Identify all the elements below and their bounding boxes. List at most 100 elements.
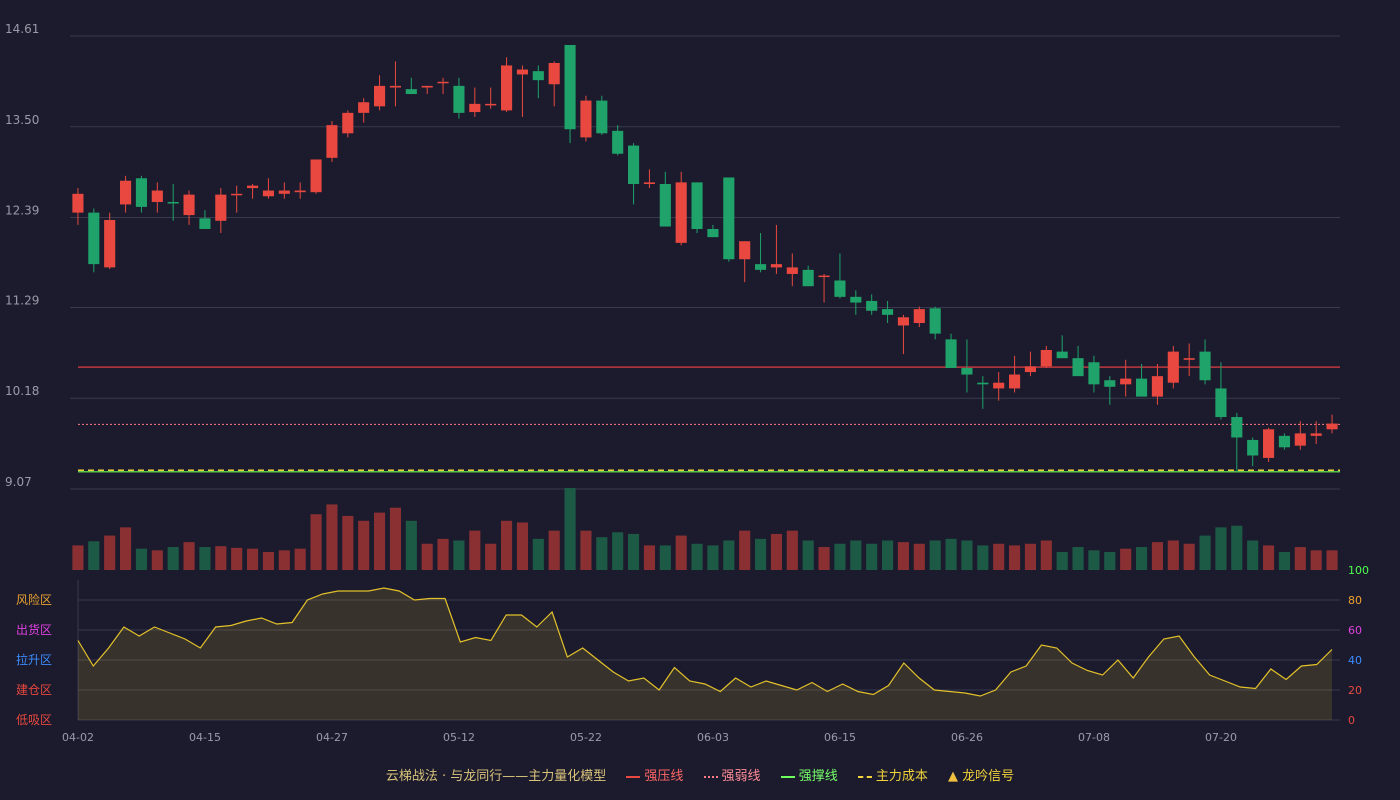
candle-body: [961, 367, 973, 375]
candle: [1278, 433, 1290, 450]
candle-body: [993, 382, 1005, 389]
candle-body: [310, 159, 322, 193]
candle: [1263, 427, 1275, 463]
candle-body: [1326, 423, 1338, 430]
candle: [516, 65, 528, 117]
legend-signal[interactable]: ▲ 龙吟信号: [948, 769, 1015, 784]
candle: [1040, 345, 1052, 368]
candle: [818, 273, 830, 303]
volume-bar: [1009, 545, 1021, 570]
candle-body: [485, 103, 497, 106]
candle: [993, 372, 1005, 401]
candle: [151, 182, 163, 213]
candle: [485, 87, 497, 109]
candle: [1199, 339, 1211, 385]
candle-body: [866, 300, 878, 311]
legend-main-cost[interactable]: 主力成本: [857, 765, 928, 784]
candle-body: [1151, 376, 1163, 397]
candle: [1056, 335, 1068, 359]
candle: [1151, 363, 1163, 405]
volume-bar: [310, 514, 322, 570]
volume-bar: [72, 545, 84, 570]
price-tick-label: 9.07: [5, 475, 32, 489]
candle-body: [834, 280, 846, 297]
grid-layer: [70, 35, 1340, 721]
candle: [532, 65, 544, 99]
candle: [659, 171, 671, 227]
volume-bar: [358, 520, 370, 570]
candle-body: [596, 100, 608, 134]
candle: [770, 224, 782, 274]
candle: [580, 95, 592, 142]
candle: [104, 212, 116, 270]
candle: [1215, 362, 1227, 420]
volume-bar: [850, 540, 862, 570]
candle-body: [897, 317, 909, 326]
candle-body: [548, 62, 560, 85]
candle: [501, 57, 513, 113]
axis-labels: 14.61 13.50 12.39 11.29 10.18 9.07 100 80 60 40 20…: [5, 22, 1369, 744]
candle-body: [342, 112, 354, 134]
volume-bar: [628, 533, 640, 570]
volume-bar: [1247, 540, 1259, 570]
volume-bar: [707, 545, 719, 570]
volume-bar: [675, 535, 687, 570]
candle: [326, 121, 338, 162]
indicator-tick-label: 40: [1348, 654, 1362, 667]
candle-body: [1199, 351, 1211, 381]
volume-bar: [755, 538, 767, 570]
candle: [1104, 376, 1116, 405]
volume-bar: [993, 543, 1005, 570]
volume-bar: [501, 520, 513, 570]
volume-bar: [897, 542, 909, 570]
legend: 云梯战法 · 与龙同行——主力量化模型 强压线 强弱线 强撑线 主力成本 ▲ 龙…: [0, 765, 1400, 784]
price-tick-label: 11.29: [5, 293, 39, 307]
volume-bar: [1215, 527, 1227, 570]
candle: [1167, 345, 1179, 389]
candle-body: [1294, 433, 1306, 446]
candle: [389, 61, 401, 107]
volume-bar: [469, 530, 481, 570]
candle: [1024, 351, 1036, 377]
candle-body: [262, 190, 274, 197]
volume-bar: [786, 530, 798, 570]
candle: [72, 188, 84, 225]
candle-body: [421, 85, 433, 88]
candle: [183, 190, 195, 225]
candle-body: [1231, 417, 1243, 438]
volume-bar: [1120, 548, 1132, 570]
candle-body: [977, 382, 989, 385]
candle-body: [564, 44, 576, 130]
candle-body: [199, 218, 211, 229]
candle: [1136, 363, 1148, 397]
price-tick-label: 13.50: [5, 113, 39, 127]
candle-body: [1215, 388, 1227, 418]
candle: [850, 290, 862, 315]
candle: [691, 182, 703, 234]
volume-bar: [405, 520, 417, 570]
candle: [1183, 343, 1195, 377]
volume-bar: [437, 538, 449, 570]
candle: [1072, 345, 1084, 377]
candle-body: [167, 201, 179, 204]
volume-bar: [262, 551, 274, 570]
candle: [135, 175, 147, 213]
legend-pressure[interactable]: 强压线: [626, 765, 683, 784]
candle: [628, 143, 640, 205]
volume-bar: [1056, 551, 1068, 570]
legend-weak[interactable]: 强弱线: [703, 765, 761, 784]
volume-bar: [1199, 535, 1211, 570]
candle-body: [469, 103, 481, 113]
candle: [612, 125, 624, 156]
candle: [421, 85, 433, 95]
candle-body: [326, 125, 338, 158]
volume-bar: [389, 507, 401, 570]
volume-bar: [1310, 550, 1322, 570]
x-tick-label: 04-27: [316, 731, 348, 744]
volume-bar: [882, 540, 894, 570]
volume-bar: [1104, 551, 1116, 570]
candle: [596, 95, 608, 135]
legend-support[interactable]: 强撑线: [780, 765, 838, 784]
candle: [231, 185, 243, 213]
candle-body: [755, 264, 767, 270]
